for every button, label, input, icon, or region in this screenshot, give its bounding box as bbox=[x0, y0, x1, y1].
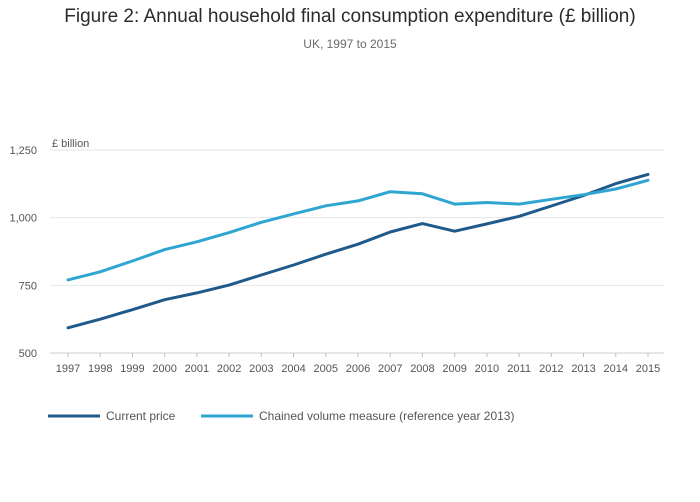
chart-subtitle: UK, 1997 to 2015 bbox=[303, 37, 397, 51]
x-tick-label: 2003 bbox=[249, 363, 273, 375]
y-tick-label: 500 bbox=[19, 348, 37, 360]
series-lines bbox=[66, 172, 650, 330]
chart-title: Figure 2: Annual household final consump… bbox=[64, 6, 636, 27]
x-tick-label: 2006 bbox=[346, 363, 370, 375]
x-tick-label: 2015 bbox=[636, 363, 660, 375]
legend: Current price Chained volume measure (ref… bbox=[48, 409, 514, 423]
x-tick-label: 2013 bbox=[571, 363, 595, 375]
x-tick-label: 2010 bbox=[475, 363, 499, 375]
x-tick-label: 2011 bbox=[507, 363, 531, 375]
x-tick-label: 2005 bbox=[314, 363, 338, 375]
x-axis-ticks: 1997 1998 1999 2000 2001 2002 2003 2004 2005 2006… bbox=[56, 353, 660, 375]
x-tick-label: 2004 bbox=[281, 363, 305, 375]
x-tick-label: 2009 bbox=[442, 363, 466, 375]
y-tick-label: 750 bbox=[19, 280, 37, 292]
x-tick-label: 1997 bbox=[56, 363, 80, 375]
x-tick-label: 2008 bbox=[410, 363, 434, 375]
gridlines bbox=[50, 149, 664, 354]
series-line-1 bbox=[66, 172, 650, 330]
x-tick-label: 2000 bbox=[152, 363, 176, 375]
x-tick-label: 2012 bbox=[539, 363, 563, 375]
legend-label: Chained volume measure (reference year 2… bbox=[259, 409, 514, 423]
series-line-2 bbox=[66, 178, 650, 282]
y-tick-label: 1,250 bbox=[9, 145, 37, 157]
legend-label: Current price bbox=[106, 409, 176, 423]
y-axis-ticks: 500 750 1,000 1,250 bbox=[9, 145, 37, 360]
x-tick-label: 1999 bbox=[120, 363, 144, 375]
x-tick-label: 2002 bbox=[217, 363, 241, 375]
x-tick-label: 2014 bbox=[604, 363, 628, 375]
y-tick-label: 1,000 bbox=[9, 213, 37, 225]
x-tick-label: 1998 bbox=[88, 363, 112, 375]
x-tick-label: 2007 bbox=[378, 363, 402, 375]
y-axis-label: £ billion bbox=[52, 138, 89, 150]
x-tick-label: 2001 bbox=[185, 363, 209, 375]
